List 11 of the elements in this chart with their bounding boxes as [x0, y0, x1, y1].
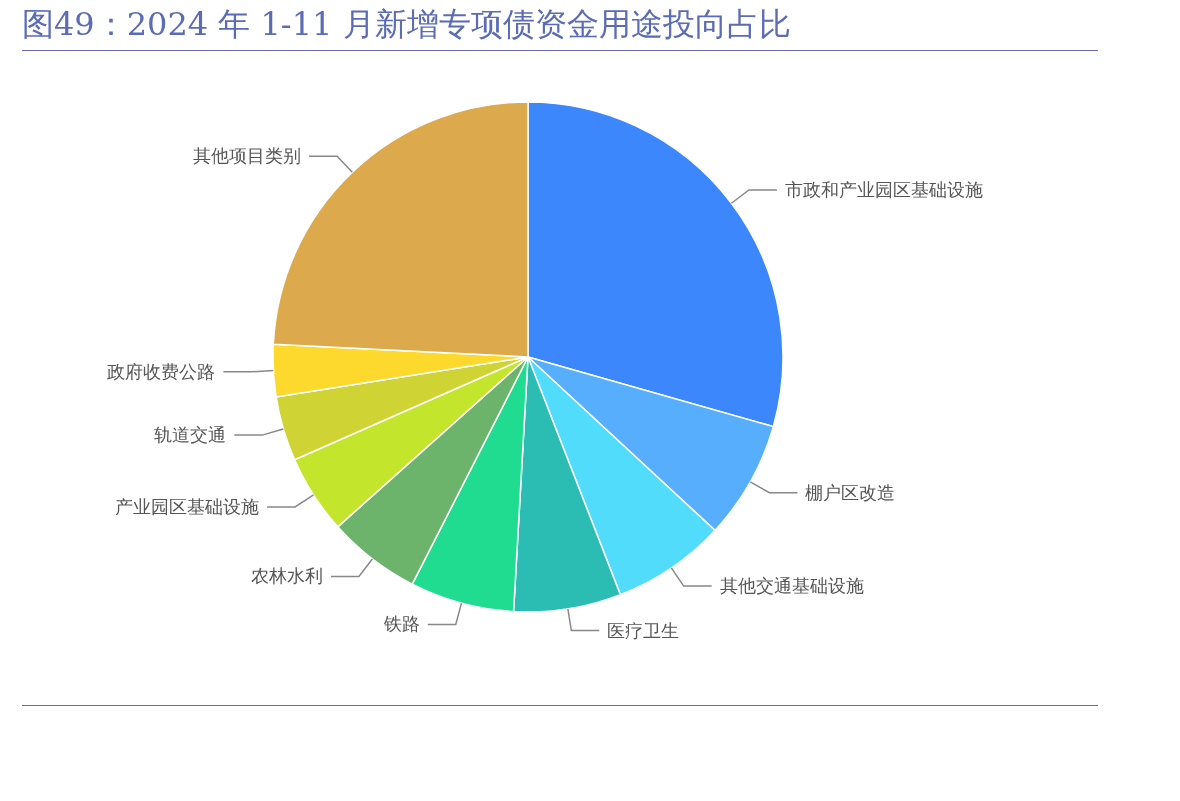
slice-label: 医疗卫生	[607, 619, 680, 641]
slice-label: 农林水利	[250, 565, 323, 587]
chart-title: 图49：2024 年 1-11 月新增专项债资金用途投向占比	[22, 2, 1098, 51]
slice-label: 其他项目类别	[193, 145, 302, 167]
slice-label: 铁路	[382, 613, 420, 635]
slice-label: 产业园区基础设施	[115, 495, 260, 517]
slice-label: 政府收费公路	[107, 360, 216, 382]
slice-label: 其他交通基础设施	[719, 575, 864, 597]
slice-label: 轨道交通	[154, 424, 227, 446]
slice-label: 棚户区改造	[805, 481, 896, 503]
slice-label: 市政和产业园区基础设施	[784, 178, 983, 200]
